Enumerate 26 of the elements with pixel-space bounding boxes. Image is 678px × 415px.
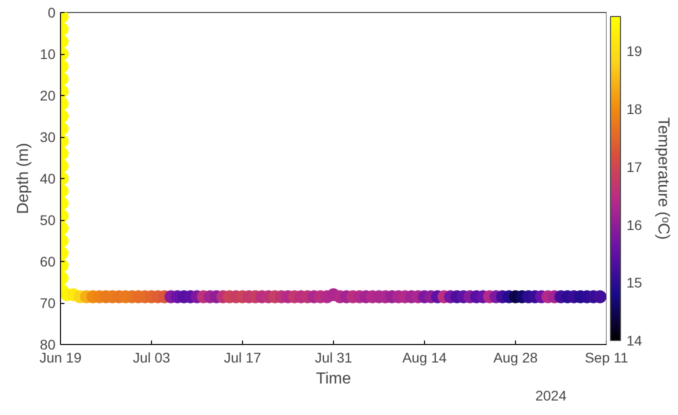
color-bar-label: 19 <box>626 43 642 60</box>
y-tick-label: 40 <box>40 170 56 186</box>
y-tick-label: 20 <box>40 88 56 104</box>
x-tick-label: Jul 31 <box>314 350 352 366</box>
color-bar-title: Temperature (ᵒC) <box>654 117 672 240</box>
x-tick-label: Aug 14 <box>402 350 447 366</box>
y-tick-label: 60 <box>40 254 56 270</box>
color-bar-label: 17 <box>626 158 642 175</box>
x-tick-label: Jul 03 <box>132 350 170 366</box>
y-tick-label: 80 <box>40 336 56 352</box>
color-bar-label: 15 <box>626 274 642 291</box>
color-bar-label: 18 <box>626 101 642 118</box>
x-tick-label: Jun 19 <box>39 350 82 366</box>
y-tick-label: 0 <box>48 4 56 20</box>
color-bar-label: 16 <box>626 216 642 233</box>
y-tick-label: 30 <box>40 129 56 145</box>
y-tick-label: 70 <box>40 295 56 311</box>
y-tick-label: 10 <box>40 46 56 62</box>
text: 2024 <box>535 388 567 404</box>
y-axis-title: Depth (m) <box>14 142 32 214</box>
x-tick-label: Sep 11 <box>584 350 628 366</box>
x-axis-title: Time <box>316 370 352 388</box>
x-tick-label: Aug 28 <box>493 350 538 366</box>
y-tick-label: 50 <box>40 212 56 228</box>
color-bar-label: 14 <box>626 332 642 348</box>
x-tick-label: Jul 17 <box>224 350 262 366</box>
